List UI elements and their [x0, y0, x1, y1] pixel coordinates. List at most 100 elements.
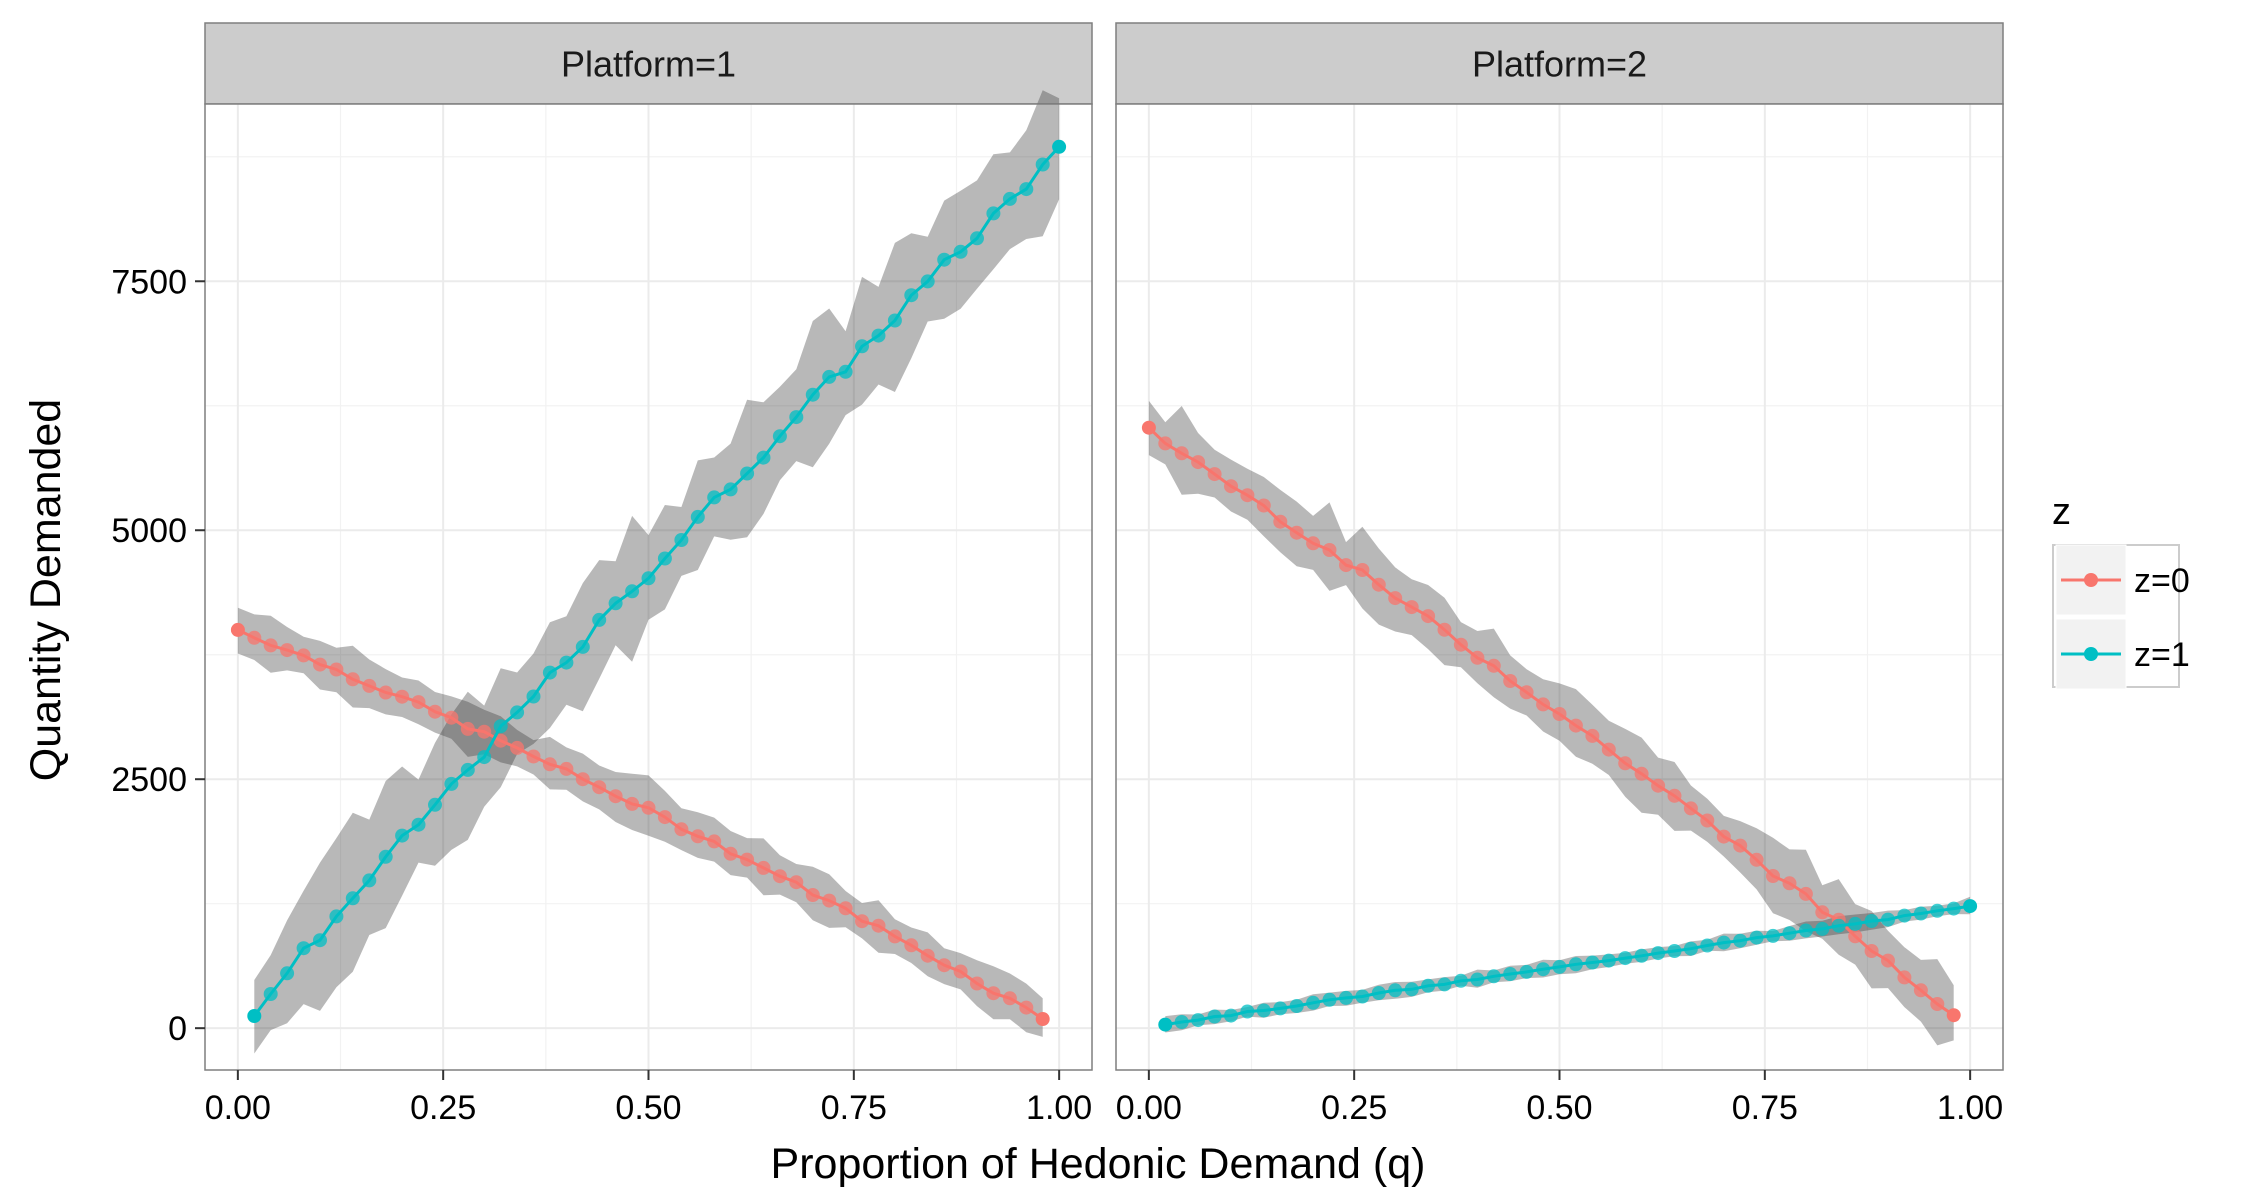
- data-point: [1881, 912, 1895, 927]
- data-point: [1568, 718, 1583, 733]
- data-point: [871, 328, 886, 343]
- data-point: [1946, 901, 1961, 916]
- confidence-band-z=1: [254, 90, 1060, 1054]
- data-point: [1683, 941, 1698, 956]
- data-point: [1585, 728, 1600, 743]
- data-point: [1930, 903, 1945, 918]
- data-point: [542, 665, 557, 680]
- data-point: [1453, 637, 1468, 652]
- x-tick-label: 0.75: [1732, 1089, 1798, 1127]
- data-point: [1667, 788, 1682, 803]
- data-point: [641, 571, 656, 586]
- data-point: [1421, 609, 1436, 624]
- data-point: [247, 630, 262, 645]
- data-point: [1207, 1009, 1222, 1024]
- data-point: [1848, 916, 1863, 931]
- data-point: [428, 797, 442, 812]
- data-point: [329, 909, 344, 924]
- data-point: [986, 986, 1001, 1001]
- panels: Platform=1 0.00 0.25 0.50 0.75 1.00 0 2500 5000 7…: [111, 22, 2004, 1127]
- data-point: [1798, 923, 1813, 938]
- data-point: [526, 689, 541, 704]
- data-point: [608, 596, 623, 611]
- data-point: [641, 800, 656, 815]
- x-tick-label: 0.50: [1526, 1089, 1592, 1127]
- data-point: [1437, 622, 1452, 637]
- data-point: [1404, 982, 1419, 997]
- data-point: [1716, 829, 1731, 844]
- data-point: [1667, 944, 1682, 958]
- x-tick-label: 1.00: [1937, 1089, 2003, 1127]
- data-point: [855, 914, 869, 929]
- data-point: [1733, 933, 1748, 948]
- data-point: [1651, 778, 1666, 793]
- data-point: [1404, 600, 1419, 615]
- data-point: [1035, 157, 1050, 172]
- y-tick-label: 0: [168, 1010, 187, 1048]
- data-point: [1256, 1003, 1271, 1018]
- x-tick-label: 0.25: [410, 1089, 476, 1127]
- data-point: [1782, 876, 1797, 891]
- data-point: [263, 638, 278, 653]
- legend-label-z=0: z=0: [2134, 562, 2190, 600]
- data-point: [838, 364, 853, 379]
- data-point: [1618, 756, 1633, 771]
- data-point: [280, 966, 295, 981]
- data-point: [1848, 929, 1863, 944]
- data-point: [625, 796, 640, 811]
- data-point: [970, 231, 984, 246]
- data-point: [230, 622, 245, 637]
- data-point: [428, 704, 442, 719]
- facet-strip-label: Platform=1: [561, 44, 736, 85]
- data-point: [789, 410, 804, 425]
- data-point: [1322, 992, 1337, 1007]
- data-point: [920, 274, 935, 289]
- data-point: [953, 964, 968, 979]
- data-point: [887, 929, 902, 944]
- data-point: [411, 817, 426, 832]
- data-point: [1035, 1012, 1050, 1026]
- data-point: [1371, 986, 1386, 1000]
- data-point: [1913, 983, 1928, 998]
- data-point: [608, 789, 623, 804]
- data-point: [674, 533, 689, 547]
- data-point: [1946, 1008, 1961, 1023]
- data-point: [756, 450, 771, 465]
- data-point: [411, 695, 426, 710]
- x-tick-label: 0.75: [821, 1089, 887, 1127]
- data-point: [477, 724, 492, 739]
- data-point: [362, 873, 377, 888]
- data-point: [1240, 1004, 1255, 1019]
- data-point: [1158, 436, 1173, 451]
- data-point: [493, 719, 508, 734]
- data-point: [477, 750, 492, 765]
- data-point: [1191, 455, 1206, 470]
- data-point: [723, 846, 738, 861]
- data-point: [1552, 959, 1567, 974]
- data-point: [871, 918, 886, 933]
- data-point: [296, 648, 311, 663]
- data-point: [1700, 938, 1715, 953]
- facet-strip-label: Platform=2: [1472, 44, 1647, 85]
- legend-key-point: [2084, 573, 2098, 587]
- data-point: [1191, 1013, 1206, 1028]
- x-tick-label: 1.00: [1026, 1089, 1092, 1127]
- data-point: [296, 941, 311, 956]
- data-point: [1634, 948, 1649, 963]
- data-point: [575, 772, 590, 787]
- data-point: [838, 901, 853, 916]
- data-point: [345, 672, 360, 687]
- data-point: [1141, 420, 1156, 435]
- data-point: [1355, 563, 1370, 577]
- legend-title: z: [2052, 491, 2071, 533]
- data-point: [559, 761, 574, 776]
- y-tick-label: 2500: [111, 761, 187, 799]
- data-point: [740, 852, 755, 867]
- data-point: [1749, 930, 1764, 945]
- data-point: [1651, 946, 1666, 961]
- data-point: [772, 429, 787, 444]
- panel-1: Platform=1 0.00 0.25 0.50 0.75 1.00 0 2500 5000 7…: [111, 22, 1093, 1127]
- data-point: [592, 780, 607, 795]
- data-point: [263, 987, 278, 1001]
- data-point: [953, 244, 968, 259]
